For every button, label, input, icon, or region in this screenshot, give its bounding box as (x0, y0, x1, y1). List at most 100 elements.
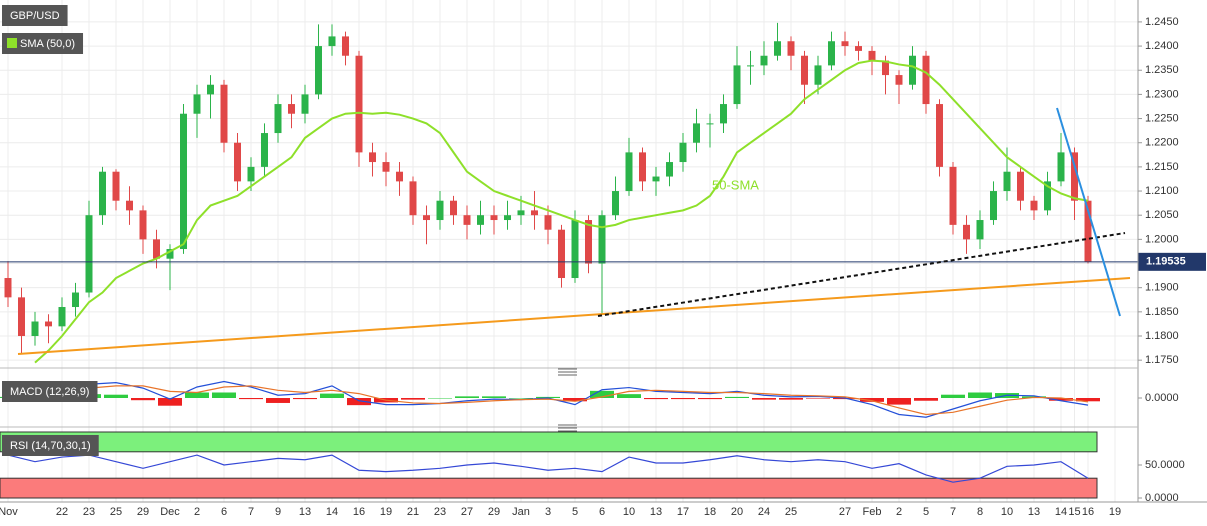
x-tick-label: 21 (407, 506, 419, 518)
candle-body (868, 50, 876, 61)
x-tick-label: 23 (434, 506, 446, 518)
y-tick-label: 1.1800 (1145, 330, 1179, 342)
candle-body (193, 94, 201, 114)
candle-body (895, 75, 903, 85)
x-tick-label: 6 (221, 506, 227, 518)
candle-body (720, 104, 727, 124)
candle-body (18, 297, 25, 337)
x-tick-label: 19 (1109, 506, 1121, 518)
y-tick-label: 0.0000 (1145, 392, 1179, 404)
candle-body (747, 65, 754, 67)
candle-body (450, 200, 457, 216)
candle-body (814, 65, 822, 85)
candle-body (315, 46, 322, 95)
histogram-bar (401, 398, 425, 400)
candle-body (787, 41, 795, 56)
x-tick-label: 17 (677, 506, 689, 518)
histogram-bar (509, 398, 533, 399)
candle-body (639, 152, 646, 182)
histogram-bar (806, 398, 830, 399)
chart-title: MACD (12,26,9) (10, 386, 89, 398)
x-tick-label: 14 (326, 506, 338, 518)
y-tick-label: 1.2300 (1145, 88, 1179, 100)
title-box (2, 5, 68, 26)
legend-box (2, 33, 84, 54)
x-tick-label: 25 (785, 506, 797, 518)
candle-body (625, 152, 633, 192)
candle-body (436, 200, 444, 221)
candle-body (909, 55, 916, 85)
y-tick-label: 1.1900 (1145, 282, 1179, 294)
x-tick-label: 27 (461, 506, 473, 518)
histogram-bar (239, 398, 263, 400)
candle-body (463, 215, 471, 225)
y-tick-label: 1.2100 (1145, 185, 1179, 197)
candle-body (571, 220, 579, 279)
candle-body (1057, 152, 1065, 182)
candle-body (31, 321, 39, 337)
y-tick-label: 1.2200 (1145, 137, 1179, 149)
candle-body (841, 41, 849, 47)
y-tick-label: 1.2150 (1145, 161, 1179, 173)
y-tick-label: 1.2450 (1145, 16, 1179, 28)
candle-body (369, 152, 376, 163)
histogram-bar (428, 398, 452, 399)
x-tick-label: 10 (1001, 506, 1013, 518)
candle-body (180, 113, 187, 250)
macd-line (7, 380, 1089, 418)
candle-body (153, 239, 160, 259)
x-tick-label: 29 (137, 506, 149, 518)
candle-body (922, 55, 930, 105)
histogram-bar (968, 392, 992, 398)
candle-body (58, 307, 66, 327)
candle-body (247, 166, 255, 182)
candle-body (801, 55, 808, 85)
candle-body (598, 215, 606, 264)
y-tick-label: 1.2400 (1145, 40, 1179, 52)
x-tick-label: 27 (839, 506, 851, 518)
x-tick-label: 10 (623, 506, 635, 518)
x-tick-label: 2 (194, 506, 200, 518)
candle-body (166, 249, 174, 259)
candle-body (234, 142, 241, 182)
resize-grip[interactable] (558, 424, 577, 432)
legend: GBP/USD SMA (50,0) MACD (12,26,9) RSI (1… (2, 5, 99, 456)
x-tick-label: 2 (896, 506, 902, 518)
histogram-bar (1049, 398, 1073, 401)
candle-body (1071, 152, 1078, 201)
histogram-bar (671, 398, 695, 400)
candle-body (342, 36, 349, 56)
histogram-bar (698, 398, 722, 400)
candle-body (207, 84, 214, 95)
x-tick-label: 5 (923, 506, 929, 518)
candle-body (409, 181, 417, 216)
x-tick-label: 3 (545, 506, 551, 518)
candle-body (99, 171, 106, 216)
candle-body (882, 60, 889, 76)
trend-line (17, 277, 1131, 355)
candle-body (274, 104, 282, 134)
candle-body (355, 55, 363, 153)
macd-line (7, 385, 1089, 416)
x-tick-label: 18 (704, 506, 716, 518)
candle-body (936, 104, 943, 167)
resize-grip[interactable] (558, 368, 577, 376)
candle-body (558, 229, 565, 279)
candle-body (504, 215, 511, 221)
candle-body (544, 215, 552, 230)
candle-body (220, 84, 228, 143)
histogram-bar (752, 398, 776, 400)
candle-body (733, 65, 741, 105)
histogram-bar (644, 398, 668, 400)
candle-body (45, 321, 52, 327)
y-tick-label: 1.2000 (1145, 233, 1179, 245)
trend-line (1056, 107, 1121, 317)
candle-body (679, 142, 687, 163)
y-tick-label: 1.2250 (1145, 112, 1179, 124)
candle-body (1030, 200, 1038, 211)
candle-body (828, 41, 835, 66)
rsi-line (7, 454, 1089, 483)
candle-body (490, 215, 498, 221)
x-tick-label: 20 (731, 506, 743, 518)
